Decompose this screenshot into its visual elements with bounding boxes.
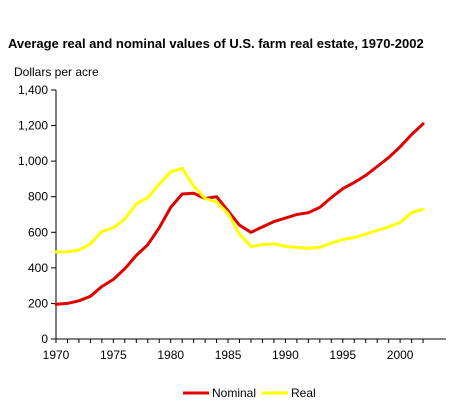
- x-tick-label: 1990: [272, 348, 299, 362]
- legend-label-real: Real: [291, 386, 316, 400]
- x-tick-label: 1980: [157, 348, 184, 362]
- y-tick-label: 600: [28, 225, 48, 239]
- y-axis: 0 200 400 600 800 1,000 1,200 1,400: [18, 83, 56, 346]
- x-tick-label: 1975: [100, 348, 127, 362]
- series-line-nominal: [54, 122, 425, 306]
- x-tick-label: 1985: [215, 348, 242, 362]
- x-tick-label: 1995: [329, 348, 356, 362]
- y-tick-label: 1,400: [18, 83, 48, 97]
- x-tick-label: 1970: [43, 348, 70, 362]
- chart-title: Average real and nominal values of U.S. …: [8, 36, 424, 51]
- legend-label-nominal: Nominal: [212, 386, 256, 400]
- x-axis: 1970 1975 1980 1985 1990 1995 2000: [43, 339, 424, 362]
- series-layer: [54, 122, 425, 306]
- y-axis-label: Dollars per acre: [14, 65, 99, 79]
- y-tick-label: 400: [28, 261, 48, 275]
- plot-frame: [55, 90, 446, 340]
- x-tick-label: 2000: [387, 348, 414, 362]
- series-line-real: [54, 166, 425, 254]
- y-tick-label: 800: [28, 190, 48, 204]
- y-tick-label: 0: [41, 332, 48, 346]
- y-tick-label: 200: [28, 296, 48, 310]
- y-tick-label: 1,000: [18, 154, 48, 168]
- legend: Nominal Real: [183, 386, 316, 400]
- y-tick-label: 1,200: [18, 119, 48, 133]
